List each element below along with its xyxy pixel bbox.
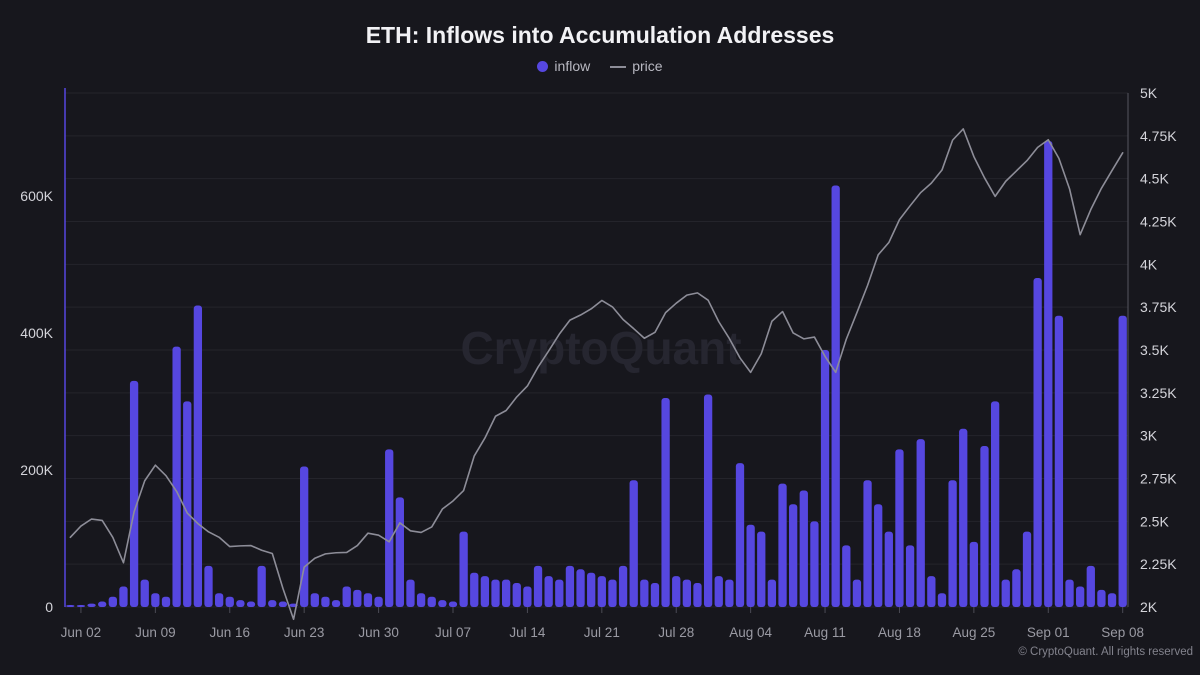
svg-text:Sep 08: Sep 08	[1101, 625, 1144, 640]
svg-text:Jul 21: Jul 21	[584, 625, 620, 640]
svg-text:Jul 14: Jul 14	[509, 625, 546, 640]
svg-text:Sep 01: Sep 01	[1027, 625, 1070, 640]
svg-text:600K: 600K	[20, 188, 53, 204]
svg-text:2.5K: 2.5K	[1140, 513, 1169, 529]
svg-text:4.75K: 4.75K	[1140, 128, 1177, 144]
svg-text:2.25K: 2.25K	[1140, 556, 1177, 572]
svg-text:Jun 16: Jun 16	[209, 625, 250, 640]
svg-text:CryptoQuant: CryptoQuant	[460, 322, 741, 374]
svg-text:Aug 18: Aug 18	[878, 625, 921, 640]
svg-text:2K: 2K	[1140, 599, 1158, 615]
svg-text:4.25K: 4.25K	[1140, 214, 1177, 230]
svg-text:4K: 4K	[1140, 256, 1158, 272]
svg-text:Jun 23: Jun 23	[284, 625, 325, 640]
svg-text:3.25K: 3.25K	[1140, 385, 1177, 401]
svg-text:2.75K: 2.75K	[1140, 471, 1177, 487]
svg-text:Jun 09: Jun 09	[135, 625, 176, 640]
svg-text:3.75K: 3.75K	[1140, 299, 1177, 315]
svg-text:3K: 3K	[1140, 428, 1158, 444]
svg-text:3.5K: 3.5K	[1140, 342, 1169, 358]
svg-text:200K: 200K	[20, 462, 53, 478]
svg-text:Jul 28: Jul 28	[658, 625, 694, 640]
svg-text:Jul 07: Jul 07	[435, 625, 471, 640]
svg-text:5K: 5K	[1140, 85, 1158, 101]
svg-text:Aug 11: Aug 11	[804, 625, 846, 640]
svg-text:0: 0	[45, 599, 53, 615]
svg-text:Aug 04: Aug 04	[729, 625, 772, 640]
svg-text:Jun 30: Jun 30	[358, 625, 399, 640]
svg-text:Jun 02: Jun 02	[61, 625, 102, 640]
svg-text:Aug 25: Aug 25	[952, 625, 995, 640]
svg-text:© CryptoQuant. All rights rese: © CryptoQuant. All rights reserved	[1018, 646, 1193, 658]
svg-text:400K: 400K	[20, 325, 53, 341]
svg-text:4.5K: 4.5K	[1140, 171, 1169, 187]
